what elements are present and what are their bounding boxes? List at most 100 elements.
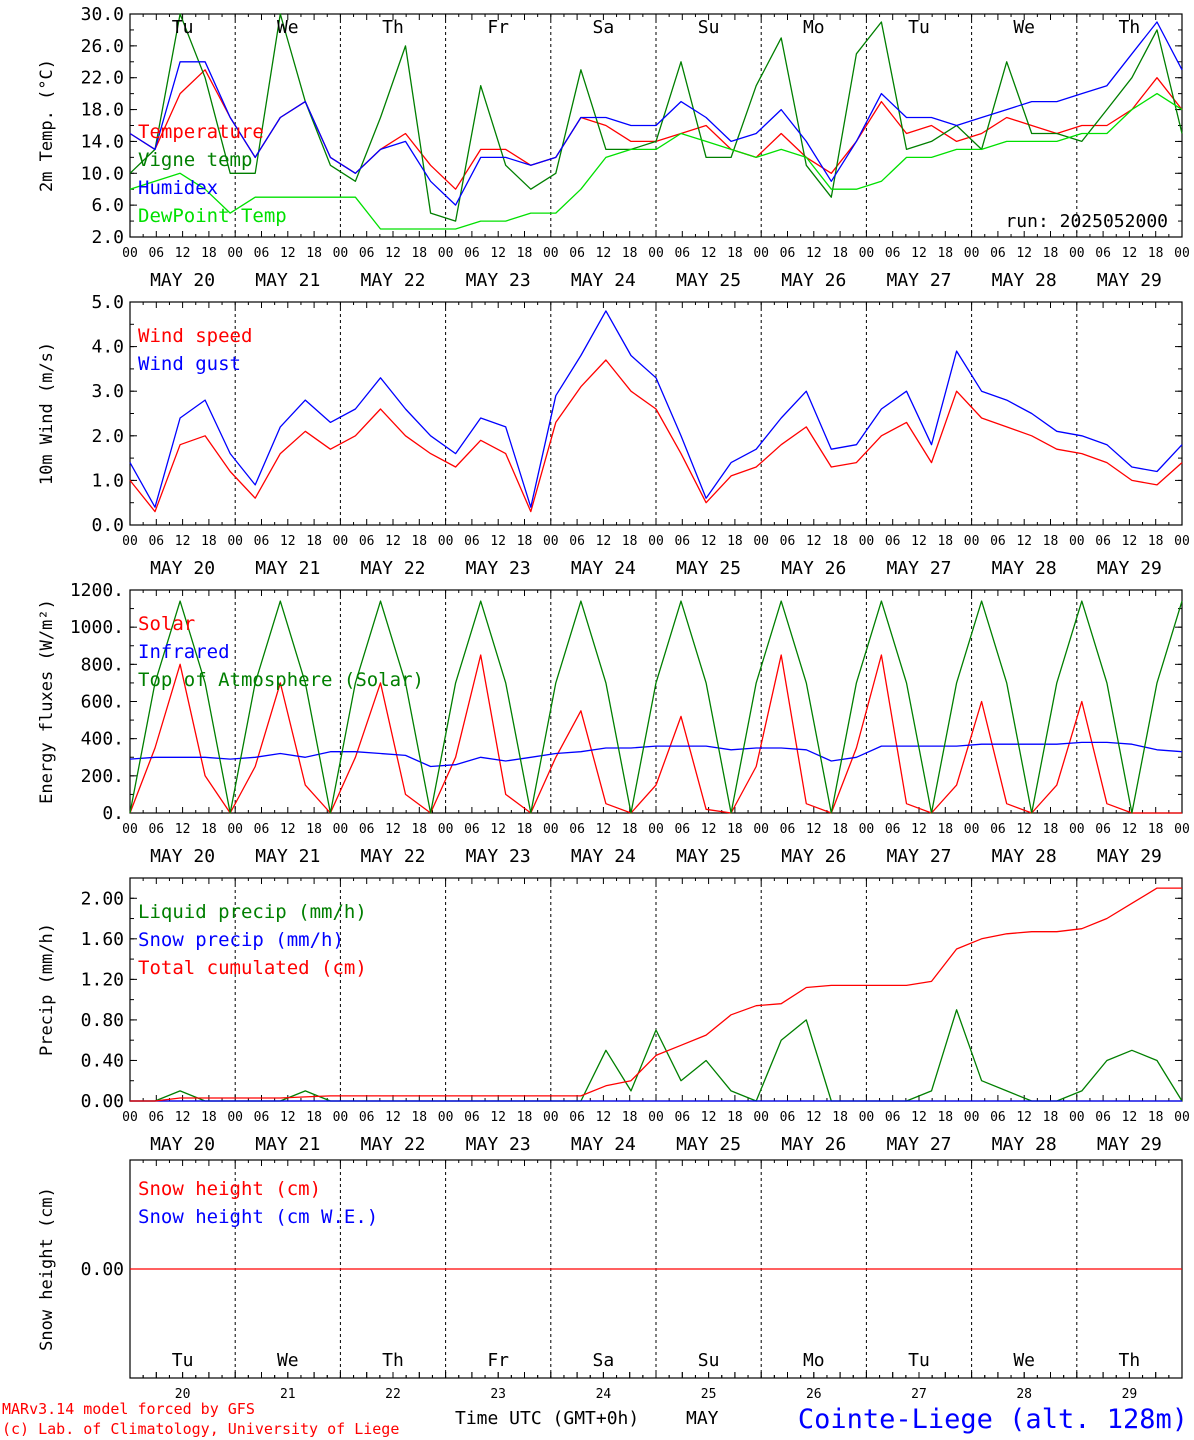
date-label: MAY 26 xyxy=(781,270,846,291)
snow-ylabel: Snow height (cm) xyxy=(37,1187,57,1351)
weekday-label: Tu xyxy=(908,1350,930,1371)
hour-tick-label: 18 xyxy=(622,534,638,549)
legend-solar: Solar xyxy=(138,613,195,635)
hour-tick-label: 12 xyxy=(701,534,717,549)
date-label: MAY 23 xyxy=(466,558,531,579)
hour-tick-label: 06 xyxy=(1095,534,1111,549)
hour-tick-label: 12 xyxy=(490,1110,506,1125)
wind-series-wind-gust xyxy=(129,310,1183,508)
hour-tick-label: 12 xyxy=(806,534,822,549)
hour-tick-label: 12 xyxy=(806,822,822,837)
x-axis-month: MAY xyxy=(686,1408,719,1429)
temp-series-dewpoint-temp xyxy=(129,92,1183,230)
y-tick-label: 0.0 xyxy=(91,515,124,536)
legend-liquid-precip-mm-h-: Liquid precip (mm/h) xyxy=(138,901,367,923)
hour-tick-label: 12 xyxy=(596,1110,612,1125)
hour-tick-label: 06 xyxy=(885,246,901,261)
hour-tick-label: 12 xyxy=(596,534,612,549)
y-tick-label: 5.0 xyxy=(91,292,124,313)
weekday-label: We xyxy=(1013,1350,1035,1371)
hour-tick-label: 00 xyxy=(859,534,875,549)
hour-tick-label: 18 xyxy=(832,534,848,549)
y-tick-label: 6.0 xyxy=(91,195,124,216)
hour-tick-label: 06 xyxy=(990,246,1006,261)
day-number-label: 21 xyxy=(280,1387,296,1402)
hour-tick-label: 18 xyxy=(201,534,217,549)
date-label: MAY 23 xyxy=(466,270,531,291)
legend-vigne-temp: Vigne temp xyxy=(138,149,252,171)
hour-tick-label: 06 xyxy=(780,822,796,837)
day-number-label: 28 xyxy=(1016,1387,1032,1402)
hour-tick-label: 06 xyxy=(254,822,270,837)
y-tick-label: 22.0 xyxy=(81,68,124,89)
wind-frame xyxy=(129,301,1183,526)
hour-tick-label: 00 xyxy=(543,246,559,261)
hour-tick-label: 00 xyxy=(227,1110,243,1125)
wind-series-wind-speed xyxy=(129,359,1183,513)
hour-tick-label: 12 xyxy=(1122,534,1138,549)
date-label: MAY 28 xyxy=(992,270,1057,291)
day-number-label: 22 xyxy=(385,1387,401,1402)
hour-tick-label: 06 xyxy=(569,1110,585,1125)
energy-series-solar xyxy=(129,654,1182,814)
legend-snow-height-cm-w-e-: Snow height (cm W.E.) xyxy=(138,1206,378,1228)
hour-tick-label: 00 xyxy=(438,246,454,261)
hour-tick-label: 18 xyxy=(306,1110,322,1125)
hour-tick-label: 18 xyxy=(832,822,848,837)
station-label: Cointe-Liege (alt. 128m) xyxy=(798,1404,1188,1435)
day-number-label: 29 xyxy=(1122,1387,1138,1402)
hour-tick-label: 18 xyxy=(1148,246,1164,261)
hour-tick-label: 00 xyxy=(333,822,349,837)
hour-tick-label: 18 xyxy=(306,534,322,549)
hour-tick-label: 00 xyxy=(227,822,243,837)
legend-infrared: Infrared xyxy=(138,641,230,663)
hour-tick-label: 00 xyxy=(1174,534,1190,549)
date-label: MAY 24 xyxy=(571,270,636,291)
date-label: MAY 29 xyxy=(1097,558,1162,579)
y-tick-label: 30.0 xyxy=(81,4,124,25)
date-label: MAY 22 xyxy=(360,270,425,291)
hour-tick-label: 18 xyxy=(517,534,533,549)
hour-tick-label: 12 xyxy=(701,1110,717,1125)
hour-tick-label: 18 xyxy=(1148,822,1164,837)
wind-ylabel: 10m Wind (m/s) xyxy=(37,342,57,485)
weekday-label: Th xyxy=(382,1350,404,1371)
footer-credit-model: MARv3.14 model forced by GFS xyxy=(2,1400,255,1418)
hour-tick-label: 06 xyxy=(148,534,164,549)
hour-tick-label: 00 xyxy=(122,534,138,549)
hour-tick-label: 12 xyxy=(385,822,401,837)
hour-tick-label: 18 xyxy=(201,822,217,837)
date-label: MAY 22 xyxy=(360,1134,425,1155)
weekday-label: Th xyxy=(1119,1350,1141,1371)
y-tick-label: 14.0 xyxy=(81,131,124,152)
hour-tick-label: 00 xyxy=(543,534,559,549)
hour-tick-label: 12 xyxy=(385,246,401,261)
hour-tick-label: 00 xyxy=(1069,822,1085,837)
weekday-label: Th xyxy=(382,17,404,38)
hour-tick-label: 12 xyxy=(1016,246,1032,261)
snow-panel: 0.00 Snow height (cm) Snow height (cm) Snow… xyxy=(37,1159,1183,1379)
hour-tick-label: 12 xyxy=(280,1110,296,1125)
hour-tick-label: 12 xyxy=(1016,1110,1032,1125)
y-tick-label: 3.0 xyxy=(91,381,124,402)
date-label: MAY 28 xyxy=(992,558,1057,579)
energy-series-infrared xyxy=(129,741,1183,768)
date-label: MAY 28 xyxy=(992,846,1057,867)
hour-tick-label: 12 xyxy=(911,534,927,549)
hour-tick-label: 06 xyxy=(674,246,690,261)
hour-tick-label: 00 xyxy=(543,822,559,837)
hour-tick-label: 06 xyxy=(254,534,270,549)
y-tick-label: 2.00 xyxy=(81,888,124,909)
hour-tick-label: 06 xyxy=(885,822,901,837)
temp-panel: 2.0 6.0 10.0 14.0 18.0 22.0 26.0 30.0 2m Temp. (… xyxy=(37,4,1190,291)
y-tick-label: 18.0 xyxy=(81,100,124,121)
weekday-label: Tu xyxy=(172,17,194,38)
hour-tick-label: 00 xyxy=(753,1110,769,1125)
day-number-label: 23 xyxy=(490,1387,506,1402)
hour-tick-label: 18 xyxy=(306,822,322,837)
hour-tick-label: 00 xyxy=(333,246,349,261)
hour-tick-label: 18 xyxy=(622,822,638,837)
hour-tick-label: 18 xyxy=(832,1110,848,1125)
hour-tick-label: 18 xyxy=(1043,822,1059,837)
